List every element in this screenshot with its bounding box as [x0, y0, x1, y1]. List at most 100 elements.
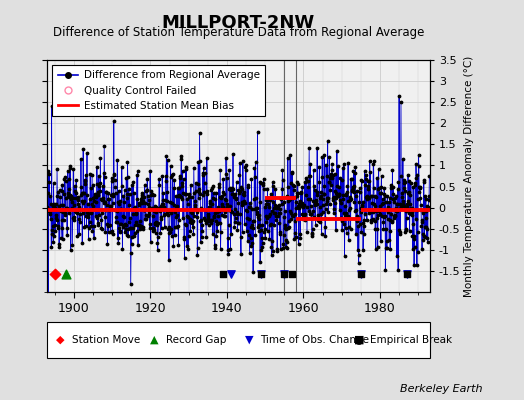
- Point: [333, 148, 341, 154]
- Point: [245, 250, 254, 256]
- Point: [108, 231, 117, 237]
- Point: [305, 145, 313, 152]
- Point: [75, 216, 83, 222]
- Point: [182, 163, 190, 170]
- Point: [311, 186, 320, 193]
- Point: [303, 204, 311, 210]
- Point: [92, 214, 101, 221]
- Point: [63, 225, 71, 231]
- Point: [135, 200, 143, 206]
- Point: [253, 211, 261, 218]
- Point: [366, 192, 375, 199]
- Point: [255, 216, 264, 222]
- Point: [288, 271, 296, 277]
- Point: [334, 192, 342, 198]
- Legend: Difference from Regional Average, Quality Control Failed, Estimated Station Mean: Difference from Regional Average, Qualit…: [52, 65, 265, 116]
- Point: [73, 201, 82, 207]
- Point: [80, 190, 88, 196]
- Point: [53, 193, 61, 199]
- Point: [325, 179, 333, 185]
- Point: [308, 233, 316, 240]
- Point: [163, 188, 171, 195]
- Point: [234, 187, 243, 193]
- Point: [190, 190, 198, 196]
- Point: [156, 230, 165, 236]
- Point: [298, 184, 307, 190]
- Point: [348, 187, 356, 193]
- Text: ▲: ▲: [150, 335, 159, 345]
- Point: [176, 175, 184, 181]
- Point: [304, 178, 312, 184]
- Point: [184, 232, 193, 239]
- Point: [146, 224, 154, 231]
- Point: [318, 154, 326, 160]
- Point: [270, 209, 278, 216]
- Point: [64, 186, 73, 192]
- Point: [258, 243, 266, 250]
- Point: [214, 181, 223, 188]
- Point: [408, 212, 416, 218]
- Point: [119, 223, 127, 230]
- Point: [369, 158, 378, 164]
- Point: [324, 208, 333, 215]
- Point: [276, 231, 285, 237]
- Point: [231, 190, 239, 197]
- Point: [421, 215, 430, 221]
- Point: [63, 190, 72, 196]
- Point: [205, 203, 213, 210]
- Point: [305, 210, 314, 217]
- Point: [188, 220, 196, 226]
- Point: [353, 188, 361, 194]
- Point: [319, 196, 328, 202]
- Point: [327, 182, 335, 188]
- Point: [419, 210, 428, 216]
- Point: [260, 226, 269, 232]
- Text: Record Gap: Record Gap: [166, 335, 226, 345]
- Point: [337, 200, 345, 206]
- Point: [182, 191, 190, 197]
- Point: [409, 183, 417, 190]
- Point: [312, 189, 321, 195]
- Point: [182, 243, 191, 250]
- Point: [118, 245, 127, 252]
- Point: [219, 204, 227, 210]
- Point: [348, 185, 357, 192]
- Point: [191, 198, 199, 204]
- Point: [221, 196, 229, 202]
- Point: [316, 194, 324, 201]
- Point: [283, 155, 292, 162]
- Point: [111, 184, 119, 191]
- Point: [279, 241, 287, 247]
- Point: [134, 242, 142, 248]
- Point: [348, 187, 357, 194]
- Point: [278, 200, 286, 207]
- Point: [155, 182, 163, 188]
- Point: [60, 191, 68, 198]
- Point: [78, 190, 86, 196]
- Point: [144, 212, 152, 219]
- Point: [346, 205, 354, 211]
- Point: [361, 211, 369, 217]
- Point: [165, 224, 173, 230]
- Point: [194, 181, 202, 187]
- Point: [49, 180, 58, 186]
- Point: [70, 214, 79, 221]
- Point: [326, 200, 334, 207]
- Point: [296, 235, 304, 241]
- Point: [137, 194, 146, 200]
- Point: [333, 193, 342, 199]
- Point: [214, 219, 222, 226]
- Point: [238, 202, 246, 208]
- Point: [282, 237, 290, 244]
- Point: [183, 200, 192, 207]
- Point: [160, 204, 168, 210]
- Point: [130, 205, 138, 211]
- Point: [254, 222, 263, 229]
- Point: [313, 212, 322, 218]
- Point: [283, 193, 291, 200]
- Point: [404, 190, 412, 196]
- Point: [158, 201, 167, 208]
- Point: [345, 207, 354, 214]
- Point: [207, 187, 215, 193]
- Point: [336, 175, 345, 182]
